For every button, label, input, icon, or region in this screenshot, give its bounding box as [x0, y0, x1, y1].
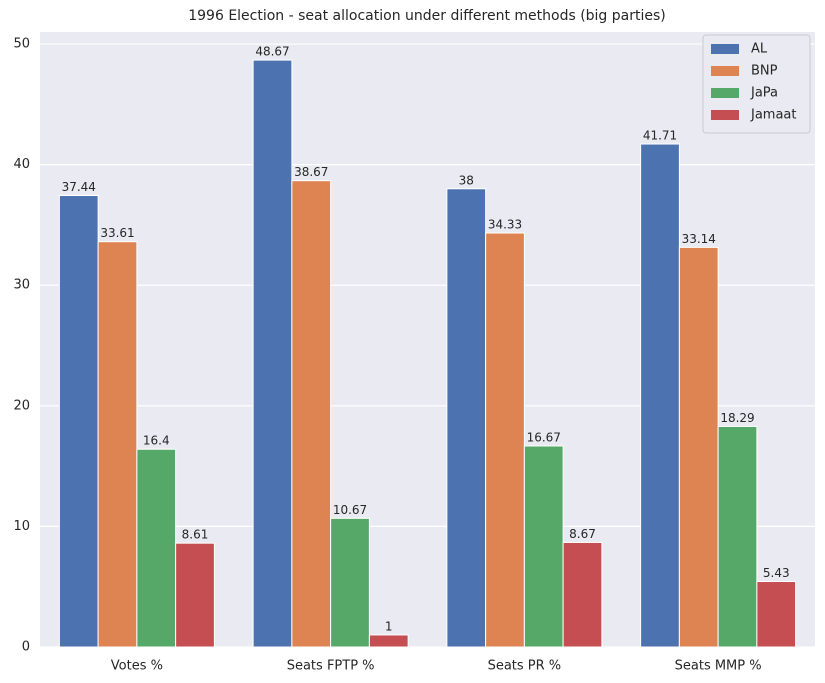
- y-tick-label: 0: [22, 640, 30, 655]
- value-label: 37.44: [62, 180, 96, 194]
- value-label: 33.61: [100, 226, 134, 240]
- bar: [678, 246, 719, 648]
- bar: [330, 517, 370, 648]
- legend-swatch: [711, 66, 739, 76]
- value-label: 1: [385, 619, 393, 633]
- legend-swatch: [711, 110, 739, 120]
- legend-label: AL: [751, 42, 768, 57]
- legend-label: BNP: [751, 64, 778, 79]
- value-label: 5.43: [763, 566, 790, 580]
- y-tick-label: 10: [13, 519, 30, 534]
- y-tick-label: 40: [13, 157, 30, 172]
- bar: [252, 59, 293, 648]
- value-label: 8.67: [569, 527, 596, 541]
- bar: [717, 425, 758, 648]
- bar: [175, 542, 215, 648]
- legend: AL BNP JaPa Jamaat: [702, 34, 811, 134]
- x-tick-label: Seats MMP %: [675, 659, 762, 674]
- bar: [368, 634, 409, 648]
- y-tick-label: 50: [13, 37, 30, 52]
- legend-label: JaPa: [750, 86, 778, 101]
- y-tick-label: 20: [13, 398, 30, 413]
- value-label: 38.67: [294, 165, 328, 179]
- value-label: 16.4: [143, 434, 170, 448]
- legend-swatch: [711, 44, 739, 54]
- bar: [97, 241, 138, 648]
- legend-box: [702, 34, 811, 134]
- value-label: 33.14: [682, 232, 716, 246]
- value-label: 18.29: [720, 411, 754, 425]
- bar: [136, 448, 177, 648]
- x-tick-label: Votes %: [111, 659, 163, 674]
- bar: [58, 195, 99, 648]
- bar: [523, 445, 564, 648]
- value-label: 48.67: [255, 45, 289, 59]
- x-tick-label: Seats FPTP %: [287, 659, 375, 674]
- value-label: 16.67: [527, 430, 561, 444]
- bar: [446, 188, 487, 648]
- bar: [756, 581, 797, 648]
- value-label: 8.61: [182, 528, 209, 542]
- value-label: 10.67: [333, 503, 367, 517]
- legend-label: Jamaat: [750, 108, 797, 123]
- y-tick-label: 30: [13, 278, 30, 293]
- value-label: 38: [459, 173, 474, 187]
- legend-swatch: [711, 88, 739, 98]
- bar: [291, 180, 332, 648]
- bar: [485, 232, 525, 648]
- value-label: 41.71: [643, 129, 677, 143]
- bar: [562, 541, 603, 648]
- bar: [640, 143, 680, 648]
- value-label: 34.33: [488, 218, 522, 232]
- chart-title: 1996 Election - seat allocation under di…: [188, 8, 666, 24]
- x-tick-label: Seats PR %: [488, 659, 562, 674]
